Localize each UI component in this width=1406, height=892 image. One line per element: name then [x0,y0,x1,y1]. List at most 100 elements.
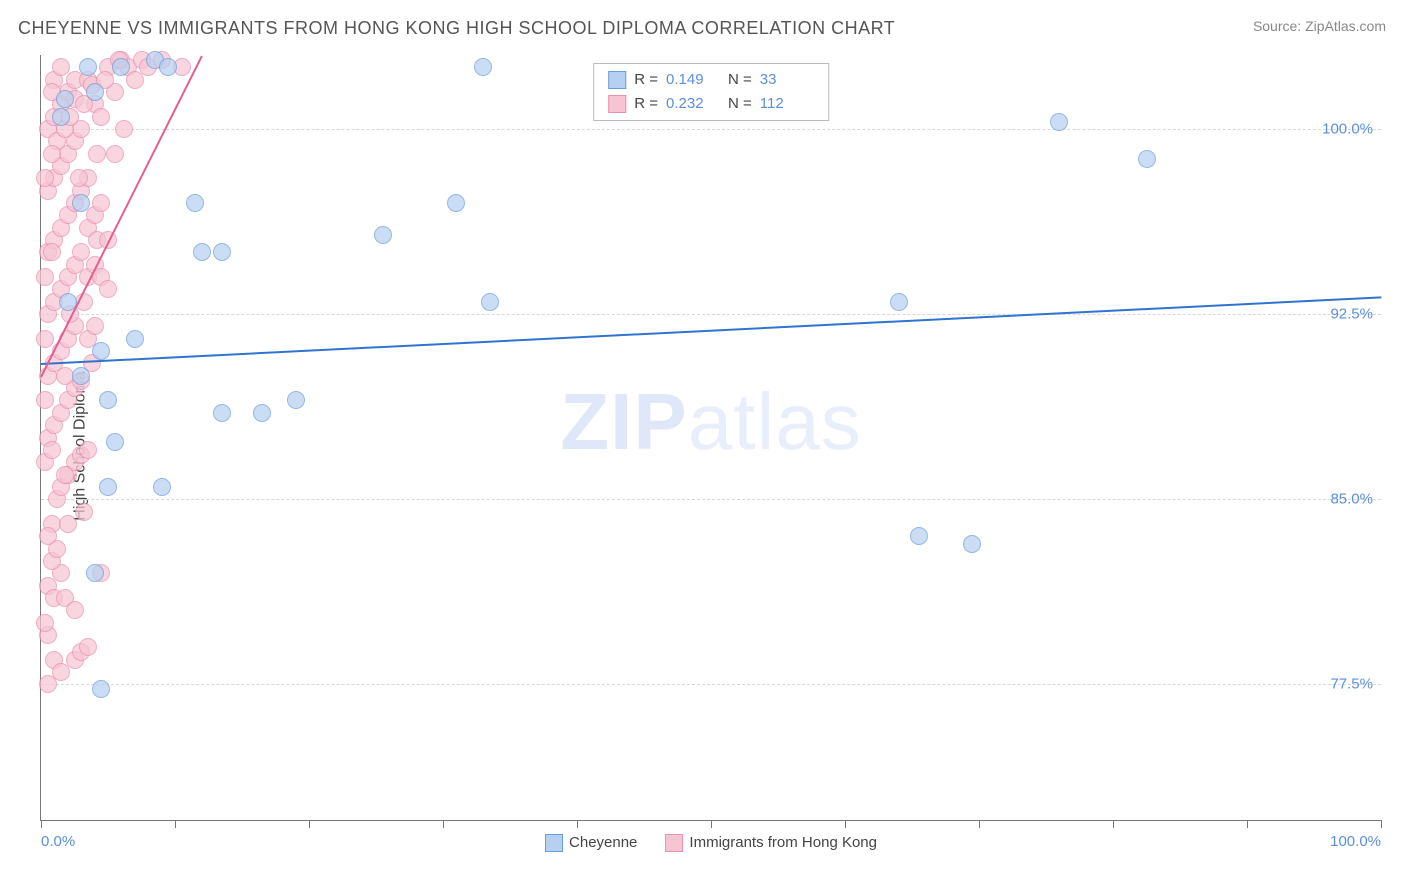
y-tick-label: 77.5% [1330,676,1373,693]
scatter-plot-area: ZIPatlas 77.5%85.0%92.5%100.0%0.0%100.0%… [40,55,1381,821]
data-point [52,108,70,126]
data-point [39,675,57,693]
y-tick-label: 92.5% [1330,306,1373,323]
y-tick-label: 85.0% [1330,491,1373,508]
data-point [66,601,84,619]
data-point [481,293,499,311]
data-point [86,317,104,335]
data-point [99,391,117,409]
data-point [193,243,211,261]
data-point [43,243,61,261]
data-point [112,58,130,76]
legend-swatch [665,834,683,852]
source-attribution: Source: ZipAtlas.com [1253,18,1386,34]
data-point [1050,113,1068,131]
legend-n-value: 112 [760,92,814,116]
legend-n-value: 33 [760,68,814,92]
data-point [36,391,54,409]
data-point [92,342,110,360]
legend-series-label: Cheyenne [569,834,637,851]
chart-header: CHEYENNE VS IMMIGRANTS FROM HONG KONG HI… [0,0,1406,49]
data-point [186,194,204,212]
x-tick [309,820,310,828]
gridline [41,684,1381,685]
trend-line [41,297,1381,366]
legend-r-label: R = [634,68,658,92]
data-point [1138,150,1156,168]
data-point [287,391,305,409]
data-point [213,243,231,261]
legend-item: Immigrants from Hong Kong [665,834,877,852]
data-point [106,145,124,163]
data-point [36,330,54,348]
data-point [56,90,74,108]
x-tick [1113,820,1114,828]
x-tick [1247,820,1248,828]
legend-n-label: N = [728,68,752,92]
data-point [910,527,928,545]
x-tick [979,820,980,828]
x-tick [711,820,712,828]
data-point [36,268,54,286]
gridline [41,499,1381,500]
data-point [213,404,231,422]
data-point [43,441,61,459]
series-legend: Cheyenne Immigrants from Hong Kong [545,834,877,852]
data-point [72,194,90,212]
data-point [86,564,104,582]
data-point [79,58,97,76]
data-point [43,145,61,163]
x-tick [577,820,578,828]
y-tick-label: 100.0% [1322,121,1373,138]
watermark: ZIPatlas [560,376,861,468]
data-point [88,145,106,163]
data-point [70,169,88,187]
data-point [39,527,57,545]
data-point [92,680,110,698]
data-point [106,433,124,451]
chart-title: CHEYENNE VS IMMIGRANTS FROM HONG KONG HI… [18,18,895,39]
data-point [92,108,110,126]
data-point [75,503,93,521]
data-point [36,614,54,632]
legend-swatch [608,95,626,113]
gridline [41,129,1381,130]
data-point [72,367,90,385]
data-point [474,58,492,76]
legend-r-value: 0.232 [666,92,720,116]
data-point [153,478,171,496]
data-point [92,194,110,212]
data-point [36,169,54,187]
legend-n-label: N = [728,92,752,116]
data-point [99,280,117,298]
legend-r-label: R = [634,92,658,116]
data-point [56,466,74,484]
x-tick [1381,820,1382,828]
data-point [59,515,77,533]
data-point [99,478,117,496]
legend-item: Cheyenne [545,834,637,852]
x-tick-label: 100.0% [1330,833,1381,850]
data-point [447,194,465,212]
legend-r-value: 0.149 [666,68,720,92]
data-point [115,120,133,138]
data-point [79,638,97,656]
data-point [963,535,981,553]
legend-row: R = 0.232 N = 112 [608,92,814,116]
correlation-legend: R = 0.149 N = 33 R = 0.232 N = 112 [593,63,829,121]
x-tick [443,820,444,828]
legend-row: R = 0.149 N = 33 [608,68,814,92]
data-point [253,404,271,422]
data-point [79,441,97,459]
x-tick [175,820,176,828]
x-tick [41,820,42,828]
data-point [86,83,104,101]
gridline [41,314,1381,315]
data-point [374,226,392,244]
data-point [890,293,908,311]
data-point [126,330,144,348]
x-tick-label: 0.0% [41,833,75,850]
legend-swatch [545,834,563,852]
legend-series-label: Immigrants from Hong Kong [689,834,877,851]
data-point [159,58,177,76]
